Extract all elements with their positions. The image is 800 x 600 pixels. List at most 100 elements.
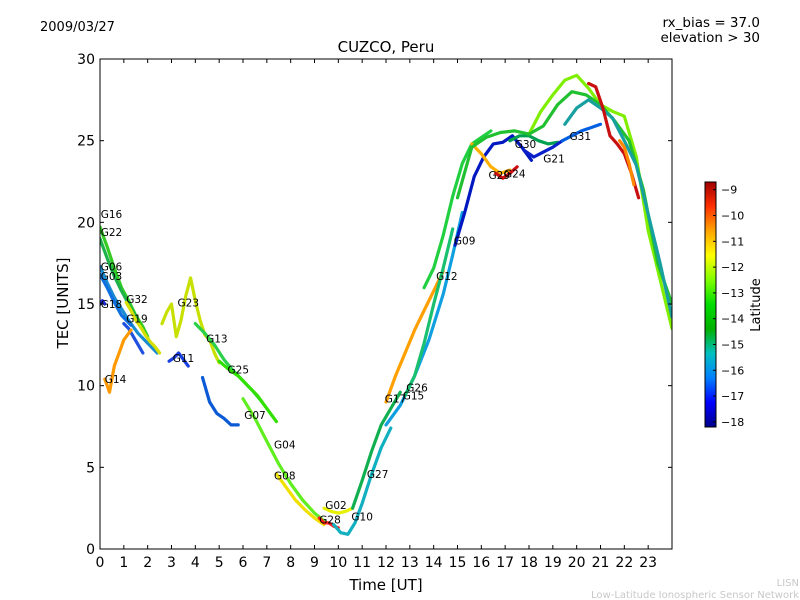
sat-label-g07: G07 <box>244 410 266 422</box>
trace-g24 <box>494 165 519 180</box>
trace-g29 <box>470 142 512 175</box>
sat-label-g08: G08 <box>274 471 296 483</box>
footer-acronym: LISN <box>777 578 799 589</box>
sat-label-g10: G10 <box>351 511 373 523</box>
trace-g26 <box>403 227 455 398</box>
chart-title: CUZCO, Peru <box>338 38 435 56</box>
x-tick-label: 7 <box>262 555 271 571</box>
trace-g19 <box>122 322 145 355</box>
sat-label-g17: G17 <box>385 394 407 406</box>
trace-g25 <box>217 359 278 424</box>
sat-label-g06: G06 <box>101 261 123 273</box>
x-tick-label: 22 <box>615 555 633 571</box>
trace-g18 <box>100 299 107 306</box>
date-label: 2009/03/27 <box>40 20 115 35</box>
sat-label-g14: G14 <box>105 374 127 386</box>
x-tick-label: 0 <box>96 555 105 571</box>
sat-label-g16: G16 <box>101 209 123 221</box>
trace-g32 <box>124 300 162 355</box>
sat-label-g13: G13 <box>206 333 228 345</box>
x-tick-label: 23 <box>639 555 657 571</box>
x-tick-label: 3 <box>167 555 176 571</box>
sat-label-g09: G09 <box>454 235 476 247</box>
x-tick-label: 15 <box>449 555 467 571</box>
trace-g17 <box>384 269 445 404</box>
sat-label-g27: G27 <box>367 469 389 481</box>
sat-label-g03: G03 <box>101 271 123 283</box>
trace-g09 <box>453 134 534 247</box>
x-tick-label: 21 <box>592 555 610 571</box>
trace-g10 <box>332 426 393 536</box>
trace-g31 <box>560 122 603 143</box>
sat-label-g22: G22 <box>101 227 123 239</box>
x-tick-label: 4 <box>191 555 200 571</box>
sat-label-g11: G11 <box>173 353 195 365</box>
footer-network-name: Low-Latitude Ionospheric Sensor Network <box>591 590 799 600</box>
colorbar-tick-label: −13 <box>721 287 744 300</box>
trace-g08 <box>274 472 326 527</box>
colorbar: −9 −10 −11 −12 −13 −14 −15 −16 −17 −18 <box>704 181 744 429</box>
x-tick-label: 1 <box>119 555 128 571</box>
sat-label-g04: G04 <box>274 440 296 452</box>
y-tick-label: 5 <box>86 460 95 476</box>
sat-label-g32: G32 <box>126 294 148 306</box>
x-tick-label: 19 <box>544 555 562 571</box>
y-tick-label: 25 <box>77 134 95 150</box>
colorbar-tick-label: −17 <box>721 390 744 403</box>
x-tick-label: 14 <box>425 555 443 571</box>
x-tick-label: 9 <box>310 555 319 571</box>
trace-g04 <box>241 397 328 525</box>
x-tick-label: 5 <box>215 555 224 571</box>
trace-g15 <box>384 210 464 427</box>
trace-g27 <box>351 390 402 510</box>
elevation-label: elevation > 30 <box>660 30 760 46</box>
trace-g21 <box>522 139 565 159</box>
sat-label-g23: G23 <box>178 297 200 309</box>
trace-g11 <box>167 351 190 368</box>
sat-label-g26: G26 <box>406 382 428 394</box>
trace-g06 <box>100 264 159 355</box>
x-tick-label: 18 <box>520 555 538 571</box>
x-tick-label: 11 <box>353 555 371 571</box>
trace-unlabeled-33 <box>617 139 636 187</box>
x-tick-label: 16 <box>472 555 490 571</box>
sat-label-g29: G29 <box>489 170 511 182</box>
y-tick-label: 0 <box>86 542 95 558</box>
y-tick-label: 20 <box>77 215 95 231</box>
trace-g14 <box>103 328 133 394</box>
colorbar-tick-label: −12 <box>721 261 744 274</box>
colorbar-tick-label: −9 <box>721 184 737 197</box>
trace-g07 <box>200 375 240 427</box>
y-tick-label: 30 <box>77 52 95 68</box>
y-tick-label: 15 <box>77 297 95 313</box>
trace-g03 <box>100 273 133 327</box>
x-tick-label: 12 <box>377 555 395 571</box>
sat-label-g21: G21 <box>543 154 565 166</box>
x-tick-label: 2 <box>143 555 152 571</box>
sat-label-g31: G31 <box>570 131 592 143</box>
trace-g12 <box>422 129 493 290</box>
colorbar-tick-label: −10 <box>721 210 744 223</box>
x-tick-label: 13 <box>401 555 419 571</box>
sat-label-g24: G24 <box>504 168 526 180</box>
y-tick-label: 10 <box>77 379 95 395</box>
sat-label-g18: G18 <box>101 299 123 311</box>
x-tick-label: 6 <box>239 555 248 571</box>
colorbar-tick-label: −18 <box>721 416 744 429</box>
x-tick-label: 8 <box>286 555 295 571</box>
bias-label: rx_bias = 37.0 <box>662 15 760 31</box>
colorbar-tick-label: −15 <box>721 338 744 351</box>
trace-g02 <box>322 506 355 515</box>
trace-g30 <box>508 134 560 146</box>
colorbar-tick-label: −11 <box>721 235 744 248</box>
colorbar-tick-label: −14 <box>721 313 744 326</box>
sat-label-g30: G30 <box>515 139 537 151</box>
colorbar-tick-label: −16 <box>721 364 744 377</box>
colorbar-label: Latitude <box>749 278 764 332</box>
sat-label-g02: G02 <box>325 500 347 512</box>
trace-g23 <box>160 276 221 365</box>
trace-unlabeled-31 <box>563 98 672 319</box>
x-axis-label: Time [UT] <box>348 576 422 594</box>
x-tick-label: 17 <box>496 555 514 571</box>
